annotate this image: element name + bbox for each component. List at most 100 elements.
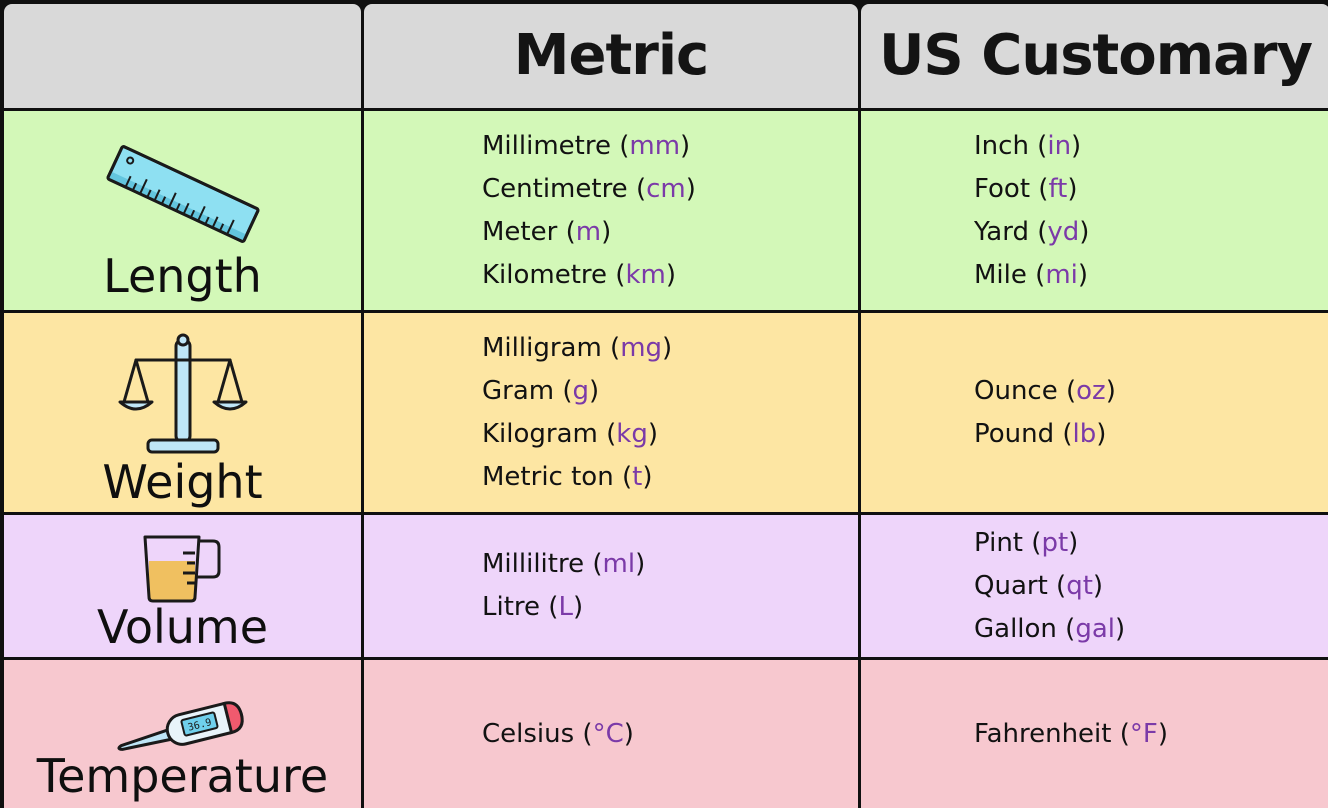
unit-item: Metric ton (t) <box>482 456 858 499</box>
unit-name: Quart <box>974 570 1048 601</box>
paren-open: ( <box>1030 173 1049 204</box>
paren-close: ) <box>680 130 691 161</box>
unit-item: Gallon (gal) <box>974 608 1328 651</box>
unit-abbreviation: kg <box>616 418 648 449</box>
paren-open: ( <box>627 173 647 204</box>
paren-close: ) <box>572 592 584 622</box>
unit-item: Ounce (oz) <box>974 370 1328 413</box>
unit-abbreviation: g <box>572 375 590 406</box>
unit-item: Centimetre (cm) <box>482 168 858 211</box>
unit-name: Fahrenheit <box>974 718 1112 749</box>
header-metric-cell: Metric <box>364 4 858 108</box>
unit-abbreviation: ml <box>602 549 636 579</box>
unit-item: Yard (yd) <box>974 211 1328 254</box>
category-label-volume: Volume <box>96 599 269 654</box>
unit-name: Millimetre <box>482 130 611 161</box>
unit-name: Mile <box>974 259 1027 290</box>
unit-name: Ounce <box>974 375 1058 406</box>
units-table: Metric US Customary <box>4 4 1328 808</box>
unit-item: Milligram (mg) <box>482 327 858 370</box>
measuring-cup-icon <box>143 535 220 603</box>
balance-scale-icon <box>118 333 247 454</box>
unit-item: Millilitre (ml) <box>482 543 858 586</box>
unit-name: Litre <box>482 592 541 622</box>
length-us-list: Inch (in) Foot (ft) Yard (yd) Mile (mi) <box>974 125 1328 297</box>
paren-close: ) <box>601 216 612 247</box>
unit-abbreviation: m <box>575 216 602 247</box>
unit-name: Meter <box>482 216 558 247</box>
unit-abbreviation: t <box>632 461 643 492</box>
paren-close: ) <box>647 418 658 449</box>
unit-name: Yard <box>974 216 1029 247</box>
unit-abbreviation: in <box>1047 130 1072 161</box>
weight-us-cell: Ounce (oz) Pound (lb) <box>861 313 1328 512</box>
volume-metric-cell: Millilitre (ml) Litre (L) <box>364 515 858 657</box>
category-length: Length <box>4 111 361 310</box>
unit-name: Gram <box>482 375 555 406</box>
unit-item: Kilometre (km) <box>482 254 858 297</box>
paren-open: ( <box>613 461 633 492</box>
paren-close: ) <box>665 259 677 290</box>
weight-metric-list: Milligram (mg) Gram (g) Kilogram (kg) Metri… <box>482 327 858 499</box>
volume-us-list: Pint (pt) Quart (qt) Gallon (gal) <box>974 522 1328 651</box>
unit-name: Kilogram <box>482 418 598 449</box>
paren-close: ) <box>1092 570 1104 601</box>
unit-item: Litre (L) <box>482 586 858 629</box>
unit-abbreviation: mm <box>629 130 681 161</box>
category-weight: Weight <box>4 313 361 512</box>
unit-name: Celsius <box>482 718 575 749</box>
unit-abbreviation: °C <box>592 718 624 749</box>
unit-abbreviation: cm <box>646 173 686 204</box>
unit-item: Pint (pt) <box>974 522 1328 565</box>
paren-close: ) <box>1068 527 1079 558</box>
paren-close: ) <box>662 332 673 363</box>
unit-name: Gallon <box>974 613 1057 644</box>
unit-name: Millilitre <box>482 549 585 579</box>
temperature-metric-cell: Celsius (°C) <box>364 660 858 808</box>
temperature-metric-list: Celsius (°C) <box>482 713 858 756</box>
unit-name: Kilometre <box>482 259 608 290</box>
paren-close: ) <box>1067 173 1078 204</box>
volume-metric-list: Millilitre (ml) Litre (L) <box>482 543 858 629</box>
unit-item: Millimetre (mm) <box>482 125 858 168</box>
unit-abbreviation: yd <box>1047 216 1080 247</box>
paren-open: ( <box>540 592 559 622</box>
paren-open: ( <box>574 718 593 749</box>
paren-open: ( <box>1023 527 1042 558</box>
paren-open: ( <box>601 332 621 363</box>
unit-item: Gram (g) <box>482 370 858 413</box>
unit-name: Pint <box>974 527 1024 558</box>
paren-close: ) <box>685 173 696 204</box>
unit-item: Meter (m) <box>482 211 858 254</box>
unit-item: Pound (lb) <box>974 413 1328 456</box>
category-label-weight: Weight <box>102 454 263 509</box>
category-label-length: Length <box>103 248 262 303</box>
unit-abbreviation: gal <box>1075 613 1116 644</box>
paren-open: ( <box>610 130 630 161</box>
unit-item: Mile (mi) <box>974 254 1328 297</box>
unit-name: Inch <box>974 130 1029 161</box>
category-volume: Volume <box>4 515 361 657</box>
paren-open: ( <box>557 216 576 247</box>
unit-item: Foot (ft) <box>974 168 1328 211</box>
paren-close: ) <box>1157 718 1169 749</box>
paren-open: ( <box>584 549 603 579</box>
thermometer-icon: 36.9 <box>116 701 244 751</box>
paren-close: ) <box>635 549 646 579</box>
paren-close: ) <box>1079 216 1090 247</box>
length-metric-cell: Millimetre (mm) Centimetre (cm) Meter (m) K… <box>364 111 858 310</box>
paren-open: ( <box>597 418 617 449</box>
unit-item: Inch (in) <box>974 125 1328 168</box>
header-blank-cell <box>4 4 361 108</box>
header-us-cell: US Customary <box>861 4 1328 108</box>
unit-abbreviation: L <box>558 592 573 622</box>
paren-close: ) <box>623 718 634 749</box>
category-temperature: 36.9 Temperature <box>4 660 361 808</box>
paren-open: ( <box>1047 570 1067 601</box>
volume-us-cell: Pint (pt) Quart (qt) Gallon (gal) <box>861 515 1328 657</box>
unit-item: Quart (qt) <box>974 565 1328 608</box>
paren-open: ( <box>1111 718 1130 749</box>
unit-name: Milligram <box>482 332 602 363</box>
unit-item: Fahrenheit (°F) <box>974 713 1328 756</box>
paren-open: ( <box>554 375 573 406</box>
